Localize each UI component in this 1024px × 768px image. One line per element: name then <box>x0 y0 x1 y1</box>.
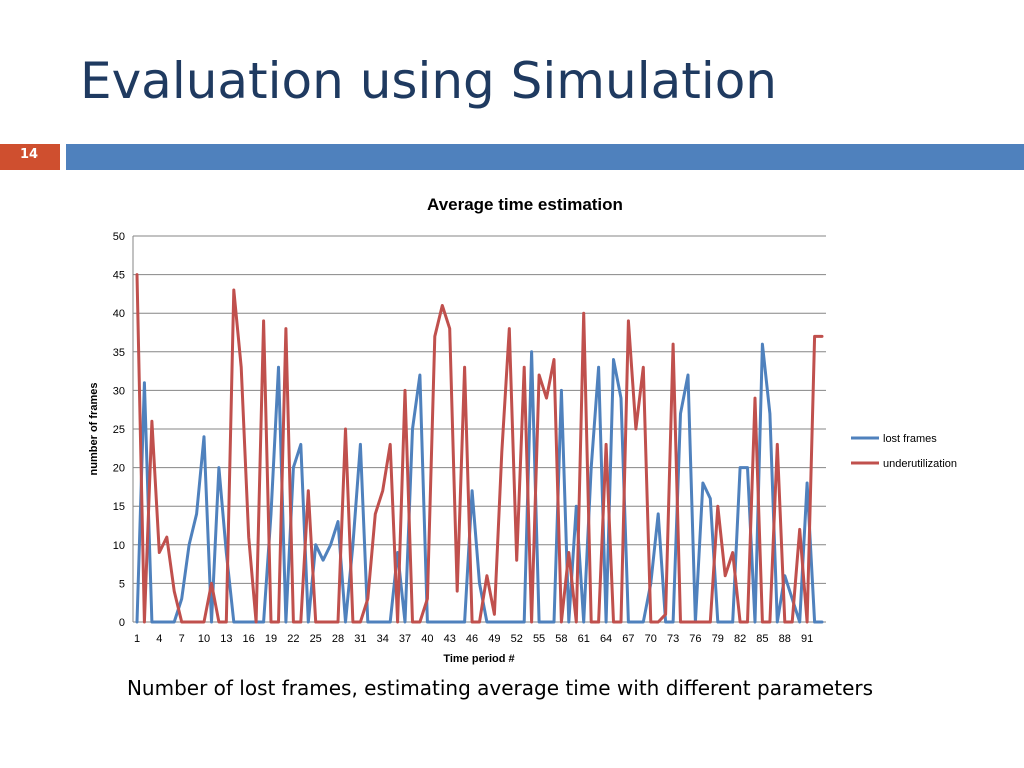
chart-title: Average time estimation <box>427 195 623 214</box>
y-tick-label: 5 <box>119 578 125 590</box>
x-tick-label: 4 <box>156 633 162 645</box>
slide-accent-bar <box>66 144 1024 170</box>
x-tick-label: 31 <box>354 633 366 645</box>
x-tick-label: 34 <box>377 633 389 645</box>
legend-label: underutilization <box>883 458 957 470</box>
x-tick-label: 79 <box>712 633 724 645</box>
y-tick-label: 50 <box>113 231 125 243</box>
legend-label: lost frames <box>883 433 937 445</box>
x-tick-label: 19 <box>265 633 277 645</box>
series-line-2 <box>135 273 824 624</box>
x-tick-label: 64 <box>600 633 612 645</box>
legend: lost frames underutilization <box>851 433 957 470</box>
x-tick-label: 91 <box>801 633 813 645</box>
x-tick-label: 37 <box>399 633 411 645</box>
x-tick-label: 85 <box>756 633 768 645</box>
slide-number-box: 14 <box>0 144 60 170</box>
y-tick-label: 0 <box>119 617 125 629</box>
slide-number: 14 <box>20 147 39 162</box>
x-tick-label: 76 <box>689 633 701 645</box>
x-tick-label: 88 <box>779 633 791 645</box>
series-lines <box>135 273 824 624</box>
x-tick-labels: 1 4 7 10 13 16 19 22 25 28 31 34 37 40 43 46 49 52 55 58 61 6… <box>134 633 813 645</box>
y-gridlines <box>133 235 826 584</box>
x-tick-label: 10 <box>198 633 210 645</box>
x-tick-label: 49 <box>488 633 500 645</box>
x-tick-label: 22 <box>287 633 299 645</box>
x-tick-label: 25 <box>310 633 322 645</box>
x-tick-label: 1 <box>134 633 140 645</box>
x-tick-label: 46 <box>466 633 478 645</box>
x-tick-label: 67 <box>622 633 634 645</box>
y-axis-label: number of frames <box>88 383 100 476</box>
x-tick-label: 16 <box>243 633 255 645</box>
y-tick-label: 25 <box>113 424 125 436</box>
y-tick-label: 15 <box>113 501 125 513</box>
x-tick-label: 82 <box>734 633 746 645</box>
x-tick-label: 52 <box>511 633 523 645</box>
x-tick-label: 13 <box>220 633 232 645</box>
x-tick-label: 55 <box>533 633 545 645</box>
x-tick-label: 43 <box>444 633 456 645</box>
y-tick-label: 20 <box>113 463 125 475</box>
slide-caption: Number of lost frames, estimating averag… <box>126 676 874 700</box>
x-tick-label: 61 <box>578 633 590 645</box>
x-axis-label: Time period # <box>443 653 514 665</box>
y-tick-label: 45 <box>113 270 125 282</box>
x-tick-label: 40 <box>421 633 433 645</box>
y-tick-label: 10 <box>113 540 125 552</box>
series-line-1 <box>135 342 824 624</box>
y-tick-labels: 0 5 10 15 20 25 30 35 40 45 50 <box>113 231 125 629</box>
x-tick-label: 7 <box>179 633 185 645</box>
y-tick-label: 40 <box>113 308 125 320</box>
line-chart: Average time estimation 0510152025303540… <box>88 195 957 665</box>
y-tick-label: 30 <box>113 385 125 397</box>
x-tick-label: 70 <box>645 633 657 645</box>
slide-title: Evaluation using Simulation <box>80 52 777 110</box>
x-tick-label: 28 <box>332 633 344 645</box>
x-tick-label: 73 <box>667 633 679 645</box>
x-tick-label: 58 <box>555 633 567 645</box>
y-tick-label: 35 <box>113 347 125 359</box>
